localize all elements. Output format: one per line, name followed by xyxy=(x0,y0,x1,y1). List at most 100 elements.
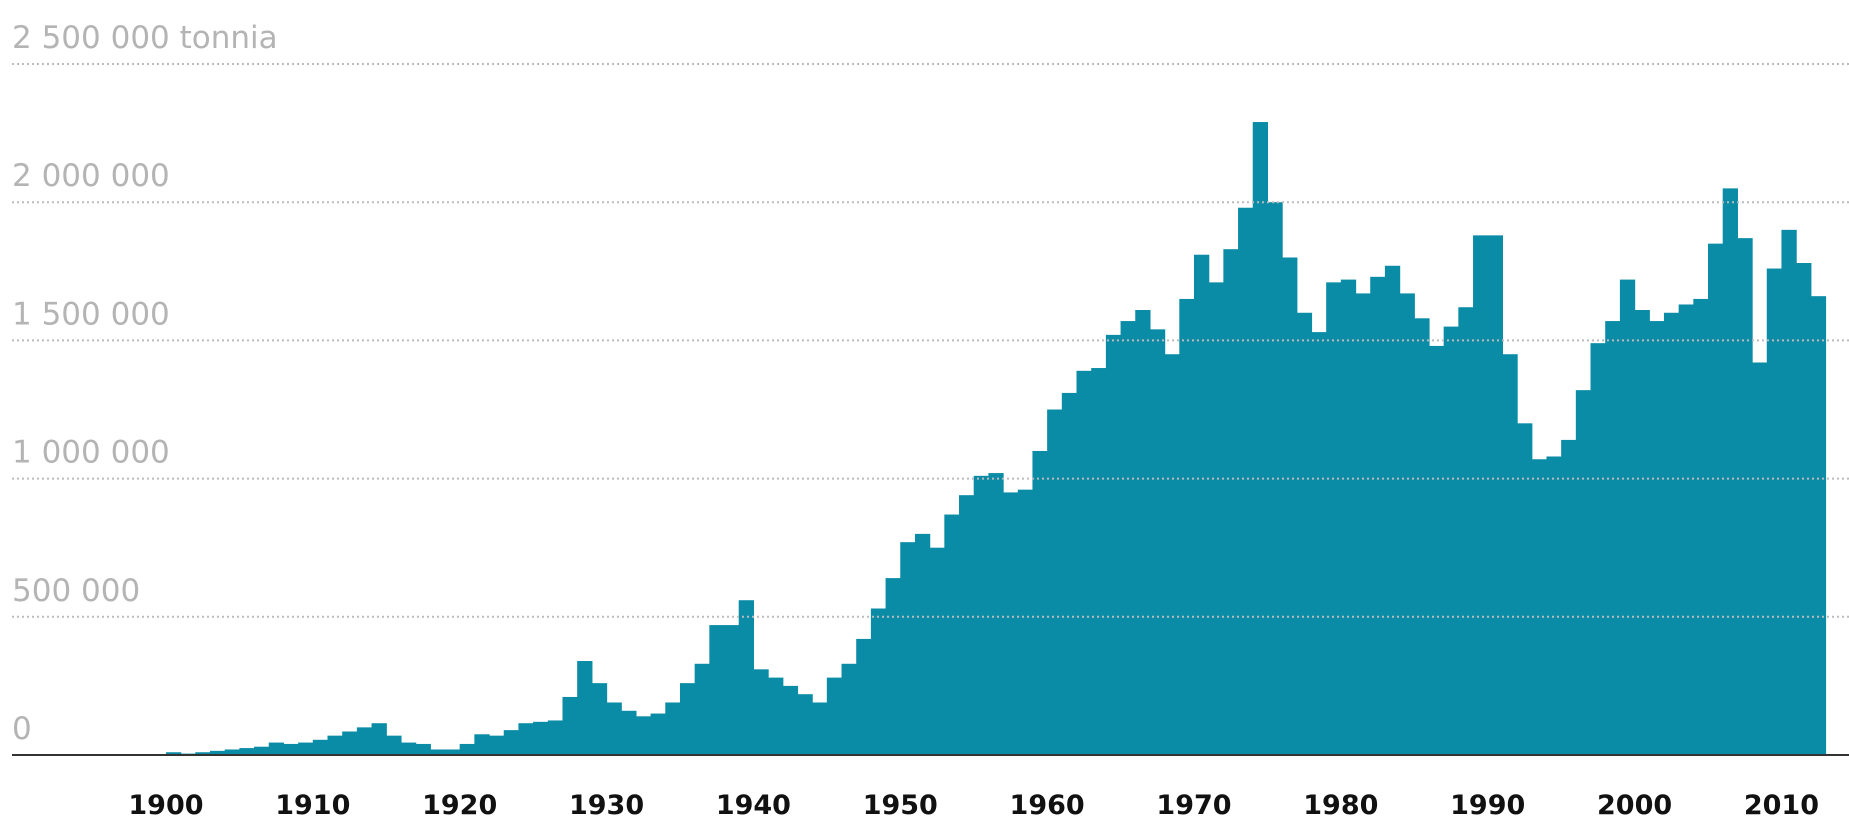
bar xyxy=(1810,296,1827,755)
bar xyxy=(430,749,446,755)
bar xyxy=(914,533,931,755)
bar xyxy=(1047,409,1063,755)
bar xyxy=(1076,370,1092,755)
bar xyxy=(1517,423,1533,755)
bar xyxy=(283,743,299,755)
bar xyxy=(1032,450,1048,755)
bar xyxy=(1179,298,1195,755)
bar xyxy=(1091,368,1107,755)
bar xyxy=(1149,329,1166,755)
x-tick-label: 2010 xyxy=(1744,790,1819,821)
bar xyxy=(606,702,622,755)
bar xyxy=(444,749,461,755)
bar xyxy=(254,746,270,755)
bar xyxy=(856,638,872,755)
bar xyxy=(1414,318,1430,755)
bar xyxy=(1061,392,1078,755)
bar xyxy=(503,730,520,755)
bar xyxy=(1267,202,1283,755)
bar xyxy=(1722,188,1738,755)
bar xyxy=(650,713,666,755)
x-tick-label: 1950 xyxy=(863,790,938,821)
bar xyxy=(1781,229,1797,756)
bar xyxy=(694,663,710,755)
bar xyxy=(1796,263,1812,755)
bar xyxy=(1546,456,1562,755)
bar xyxy=(709,625,725,755)
bar xyxy=(1164,354,1180,755)
y-tick-label: 2 000 000 xyxy=(12,158,170,194)
y-tick-label: 500 000 xyxy=(12,573,140,609)
bar xyxy=(900,542,916,755)
bar xyxy=(1605,321,1621,755)
bar xyxy=(1282,257,1298,755)
bar xyxy=(738,600,755,755)
x-tick-label: 1970 xyxy=(1156,790,1231,821)
x-tick-label: 1930 xyxy=(569,790,644,821)
bar xyxy=(1252,122,1269,755)
x-tick-label: 1980 xyxy=(1303,790,1378,821)
bar xyxy=(812,702,828,755)
bar xyxy=(591,683,608,755)
x-tick-label: 1990 xyxy=(1450,790,1525,821)
bar xyxy=(547,720,564,755)
bar xyxy=(268,742,285,755)
bar xyxy=(797,694,813,755)
bar xyxy=(1443,326,1459,755)
bar xyxy=(371,723,387,755)
bar xyxy=(1693,298,1709,755)
bar xyxy=(1473,235,1489,756)
bar xyxy=(1663,312,1680,755)
bar xyxy=(533,721,549,755)
bar xyxy=(474,734,490,755)
bar xyxy=(1487,235,1504,756)
bar xyxy=(1355,293,1371,755)
bar xyxy=(885,578,901,755)
bar xyxy=(1311,332,1327,755)
bar xyxy=(356,727,373,755)
y-tick-label: 0 xyxy=(12,711,32,747)
bar xyxy=(1649,321,1665,755)
bar xyxy=(841,663,857,755)
bar xyxy=(459,743,475,755)
bar xyxy=(1634,309,1650,755)
bar xyxy=(768,677,784,755)
bar xyxy=(1752,362,1768,755)
x-tick-label: 1960 xyxy=(1010,790,1085,821)
bar xyxy=(724,625,740,755)
bar xyxy=(327,735,343,755)
bar xyxy=(1428,345,1445,755)
bar xyxy=(1458,307,1474,755)
y-tick-label: 1 500 000 xyxy=(12,296,170,332)
bar xyxy=(165,752,182,755)
bar xyxy=(679,683,696,755)
bar xyxy=(224,749,240,755)
bar xyxy=(1502,354,1518,755)
bar xyxy=(1326,282,1342,755)
y-tick-label: 2 500 000 tonnia xyxy=(12,20,278,56)
bar xyxy=(195,752,211,755)
bar xyxy=(1120,321,1136,755)
y-tick-label: 1 000 000 xyxy=(12,435,170,471)
bar xyxy=(1193,254,1210,755)
bar xyxy=(973,475,989,755)
bar xyxy=(415,743,431,755)
bar xyxy=(1590,343,1606,755)
bar xyxy=(386,735,402,755)
bar xyxy=(753,669,769,755)
bar xyxy=(826,677,843,755)
bar xyxy=(577,661,593,755)
bar xyxy=(1737,238,1753,755)
bar xyxy=(312,739,329,755)
bar xyxy=(1399,293,1415,755)
bar xyxy=(239,748,255,755)
bar xyxy=(1208,282,1224,755)
bar xyxy=(1003,492,1019,755)
bar xyxy=(1531,459,1548,755)
bar xyxy=(298,742,314,755)
bar xyxy=(959,495,975,755)
bar xyxy=(562,696,578,755)
bar xyxy=(635,716,652,755)
bar xyxy=(988,473,1004,755)
